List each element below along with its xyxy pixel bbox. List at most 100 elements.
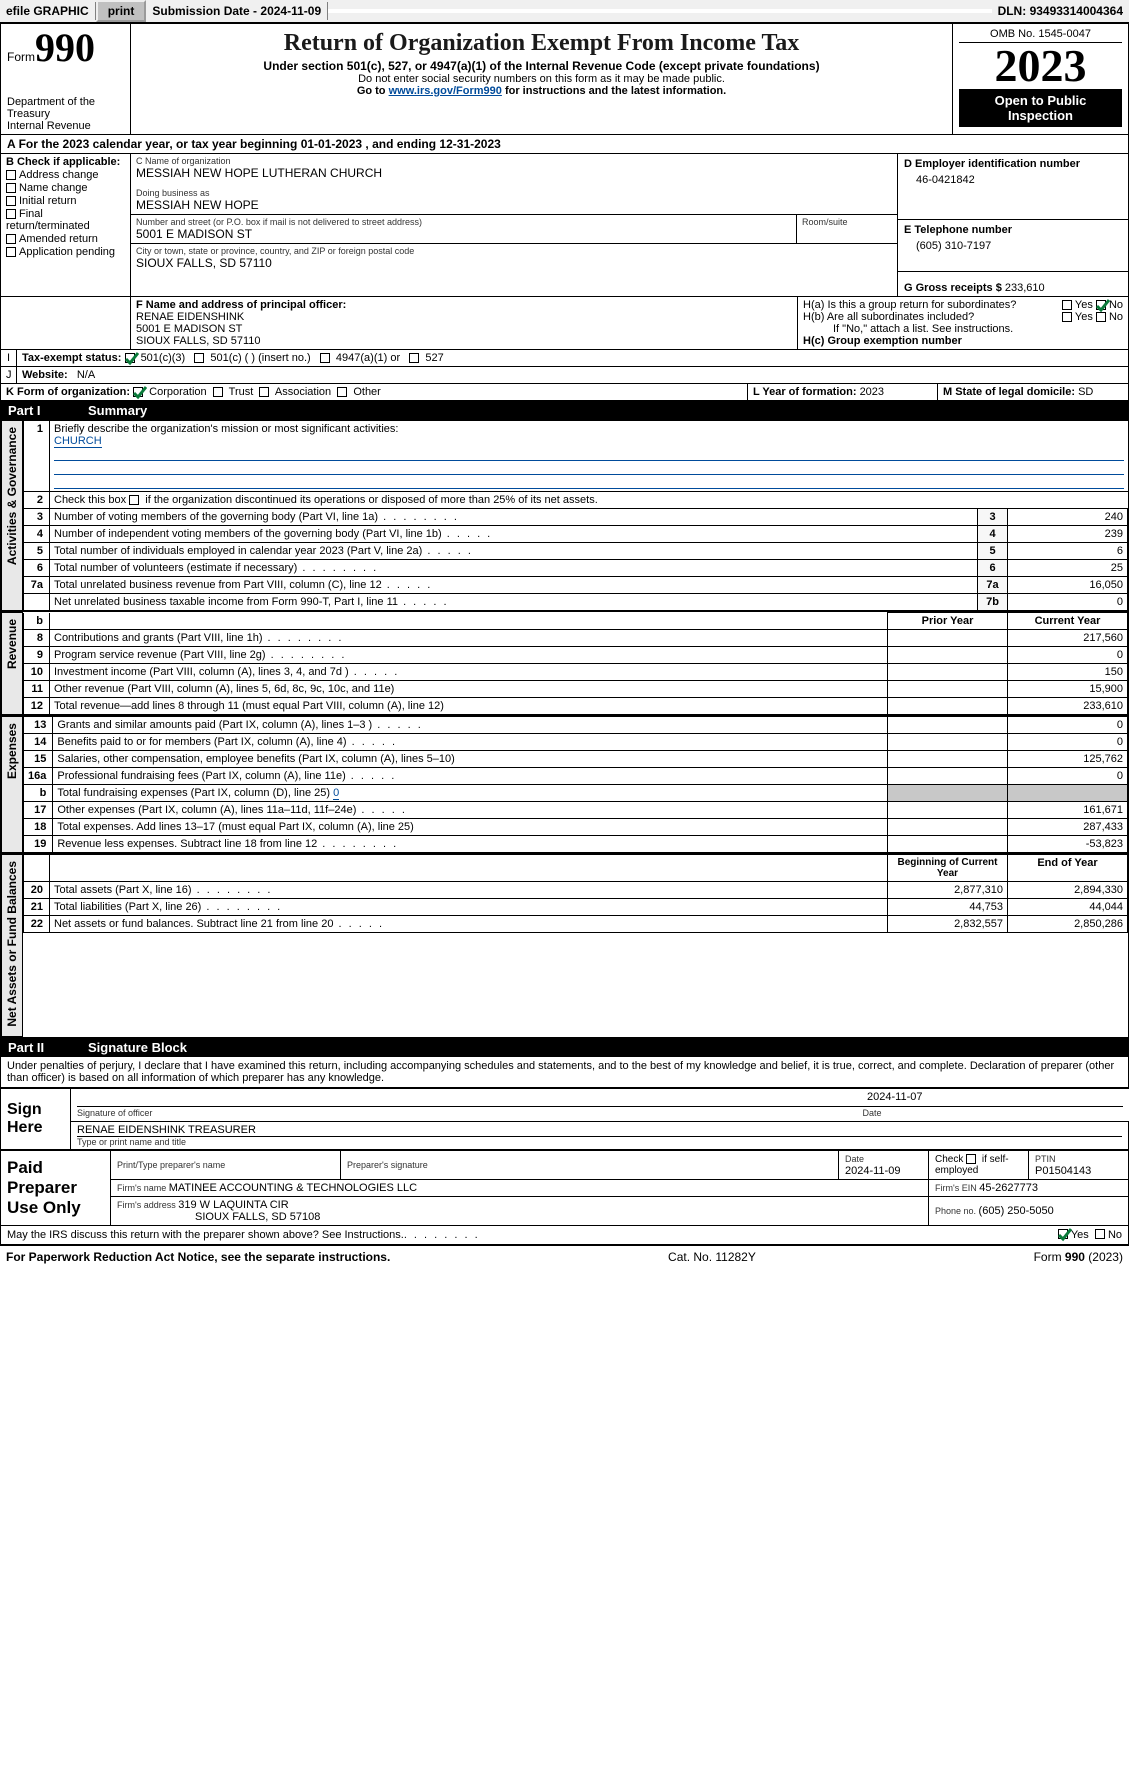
cb-app-pending[interactable] xyxy=(6,247,16,257)
l8-value: 217,560 xyxy=(1008,630,1128,647)
l5-value: 6 xyxy=(1008,543,1128,560)
firm-name: MATINEE ACCOUNTING & TECHNOLOGIES LLC xyxy=(169,1182,417,1194)
l20-value: 2,894,330 xyxy=(1008,882,1128,899)
box-b: B Check if applicable: Address change Na… xyxy=(1,154,131,296)
cb-501c3[interactable] xyxy=(125,353,135,363)
l12-value: 233,610 xyxy=(1008,698,1128,715)
cb-trust[interactable] xyxy=(213,387,223,397)
cb-4947[interactable] xyxy=(320,353,330,363)
irs-link[interactable]: www.irs.gov/Form990 xyxy=(389,85,502,97)
sign-date-value: 2024-11-07 xyxy=(77,1091,1123,1107)
l4-text: Number of independent voting members of … xyxy=(54,528,442,540)
top-bar: efile GRAPHIC print Submission Date - 20… xyxy=(0,0,1129,23)
dept-treasury: Department of the Treasury xyxy=(7,96,124,120)
open-inspection: Open to Public Inspection xyxy=(959,89,1122,127)
cb-501c[interactable] xyxy=(194,353,204,363)
perjury-text: Under penalties of perjury, I declare th… xyxy=(0,1057,1129,1088)
g-receipts-value: 233,610 xyxy=(1005,282,1045,294)
l14-text: Benefits paid to or for members (Part IX… xyxy=(57,736,346,748)
cb-corp[interactable] xyxy=(133,387,143,397)
firm-addr2: SIOUX FALLS, SD 57108 xyxy=(117,1211,320,1223)
tab-governance: Activities & Governance xyxy=(1,420,23,611)
dept-irs: Internal Revenue Service xyxy=(7,120,124,132)
l19-text: Revenue less expenses. Subtract line 18 … xyxy=(57,838,317,850)
cb-other[interactable] xyxy=(337,387,347,397)
discuss-question: May the IRS discuss this return with the… xyxy=(7,1229,404,1241)
l8-text: Contributions and grants (Part VIII, lin… xyxy=(54,632,263,644)
h-c: H(c) Group exemption number xyxy=(803,335,1123,347)
sig-date-label: Date xyxy=(863,1108,882,1118)
cb-address-change[interactable] xyxy=(6,170,16,180)
street-value: 5001 E MADISON ST xyxy=(136,227,791,241)
footer-left: For Paperwork Reduction Act Notice, see … xyxy=(6,1250,390,1264)
e-phone-value: (605) 310-7197 xyxy=(904,236,1122,252)
cb-self-employed[interactable] xyxy=(966,1154,976,1164)
cb-final-return[interactable] xyxy=(6,209,16,219)
cb-hb-no[interactable] xyxy=(1096,312,1106,322)
l5-text: Total number of individuals employed in … xyxy=(54,545,422,557)
l7b-value: 0 xyxy=(1008,594,1128,611)
efile-label: efile GRAPHIC xyxy=(0,2,96,20)
l9-value: 0 xyxy=(1008,647,1128,664)
l21-prior: 44,753 xyxy=(888,899,1008,916)
l9-text: Program service revenue (Part VIII, line… xyxy=(54,649,266,661)
l19-value: -53,823 xyxy=(1008,836,1128,853)
l20-prior: 2,877,310 xyxy=(888,882,1008,899)
line-a: A For the 2023 calendar year, or tax yea… xyxy=(0,135,1129,154)
tax-year: 2023 xyxy=(959,43,1122,89)
h-a: H(a) Is this a group return for subordin… xyxy=(803,299,1123,311)
cb-initial-return[interactable] xyxy=(6,196,16,206)
dba-label: Doing business as xyxy=(136,188,892,198)
l15-text: Salaries, other compensation, employee b… xyxy=(57,753,454,765)
sign-here-block: Sign Here 2024-11-07 Signature of office… xyxy=(0,1088,1129,1150)
l-value: 2023 xyxy=(860,386,884,398)
paid-preparer-block: Paid Preparer Use Only Print/Type prepar… xyxy=(0,1150,1129,1226)
prep-name-label: Print/Type preparer's name xyxy=(117,1160,225,1170)
d-ein-label: D Employer identification number xyxy=(904,158,1122,170)
c-name-label: C Name of organization xyxy=(136,156,892,166)
cb-527[interactable] xyxy=(409,353,419,363)
l7a-value: 16,050 xyxy=(1008,577,1128,594)
l10-value: 150 xyxy=(1008,664,1128,681)
d-ein-value: 46-0421842 xyxy=(904,170,1122,186)
room-label: Room/suite xyxy=(802,217,892,227)
l2-text: Check this box if the organization disco… xyxy=(54,494,598,506)
h-b: H(b) Are all subordinates included? Yes … xyxy=(803,311,1123,323)
cb-name-change[interactable] xyxy=(6,183,16,193)
l1-label: Briefly describe the organization's miss… xyxy=(54,423,398,435)
l13-value: 0 xyxy=(1008,717,1128,734)
hdr-end: End of Year xyxy=(1008,855,1128,882)
cb-discuss-no[interactable] xyxy=(1095,1229,1105,1239)
cb-assoc[interactable] xyxy=(259,387,269,397)
l16a-text: Professional fundraising fees (Part IX, … xyxy=(57,770,345,782)
org-name: MESSIAH NEW HOPE LUTHERAN CHURCH xyxy=(136,166,892,180)
l21-value: 44,044 xyxy=(1008,899,1128,916)
paid-preparer-label: Paid Preparer Use Only xyxy=(1,1150,111,1225)
l6-text: Total number of volunteers (estimate if … xyxy=(54,562,297,574)
hdr-curr: Current Year xyxy=(1008,613,1128,630)
form-title: Return of Organization Exempt From Incom… xyxy=(137,30,946,57)
cb-hb-yes[interactable] xyxy=(1062,312,1072,322)
typed-name: RENAE EIDENSHINK TREASURER xyxy=(77,1124,1122,1137)
cb-discuss-yes[interactable] xyxy=(1058,1229,1068,1239)
officer-street: 5001 E MADISON ST xyxy=(136,323,792,335)
ptin-value: P01504143 xyxy=(1035,1165,1091,1177)
f-officer-label: F Name and address of principal officer: xyxy=(136,299,792,311)
l22-text: Net assets or fund balances. Subtract li… xyxy=(54,918,333,930)
page-footer: For Paperwork Reduction Act Notice, see … xyxy=(0,1245,1129,1268)
cb-discontinued[interactable] xyxy=(129,495,139,505)
self-employed-cell: Check if self-employed xyxy=(929,1150,1029,1179)
sign-here-label: Sign Here xyxy=(1,1088,71,1149)
cb-ha-yes[interactable] xyxy=(1062,300,1072,310)
city-label: City or town, state or province, country… xyxy=(136,246,892,256)
l22-value: 2,850,286 xyxy=(1008,916,1128,933)
cb-ha-no[interactable] xyxy=(1096,300,1106,310)
form-header: Form990 Department of the Treasury Inter… xyxy=(0,23,1129,135)
print-button[interactable]: print xyxy=(96,0,147,22)
cb-amended[interactable] xyxy=(6,234,16,244)
part2-header: Part IISignature Block xyxy=(0,1038,1129,1057)
prep-date: 2024-11-09 xyxy=(845,1165,900,1177)
l15-value: 125,762 xyxy=(1008,751,1128,768)
firm-addr1: 319 W LAQUINTA CIR xyxy=(178,1199,288,1211)
l11-text: Other revenue (Part VIII, column (A), li… xyxy=(54,683,394,695)
